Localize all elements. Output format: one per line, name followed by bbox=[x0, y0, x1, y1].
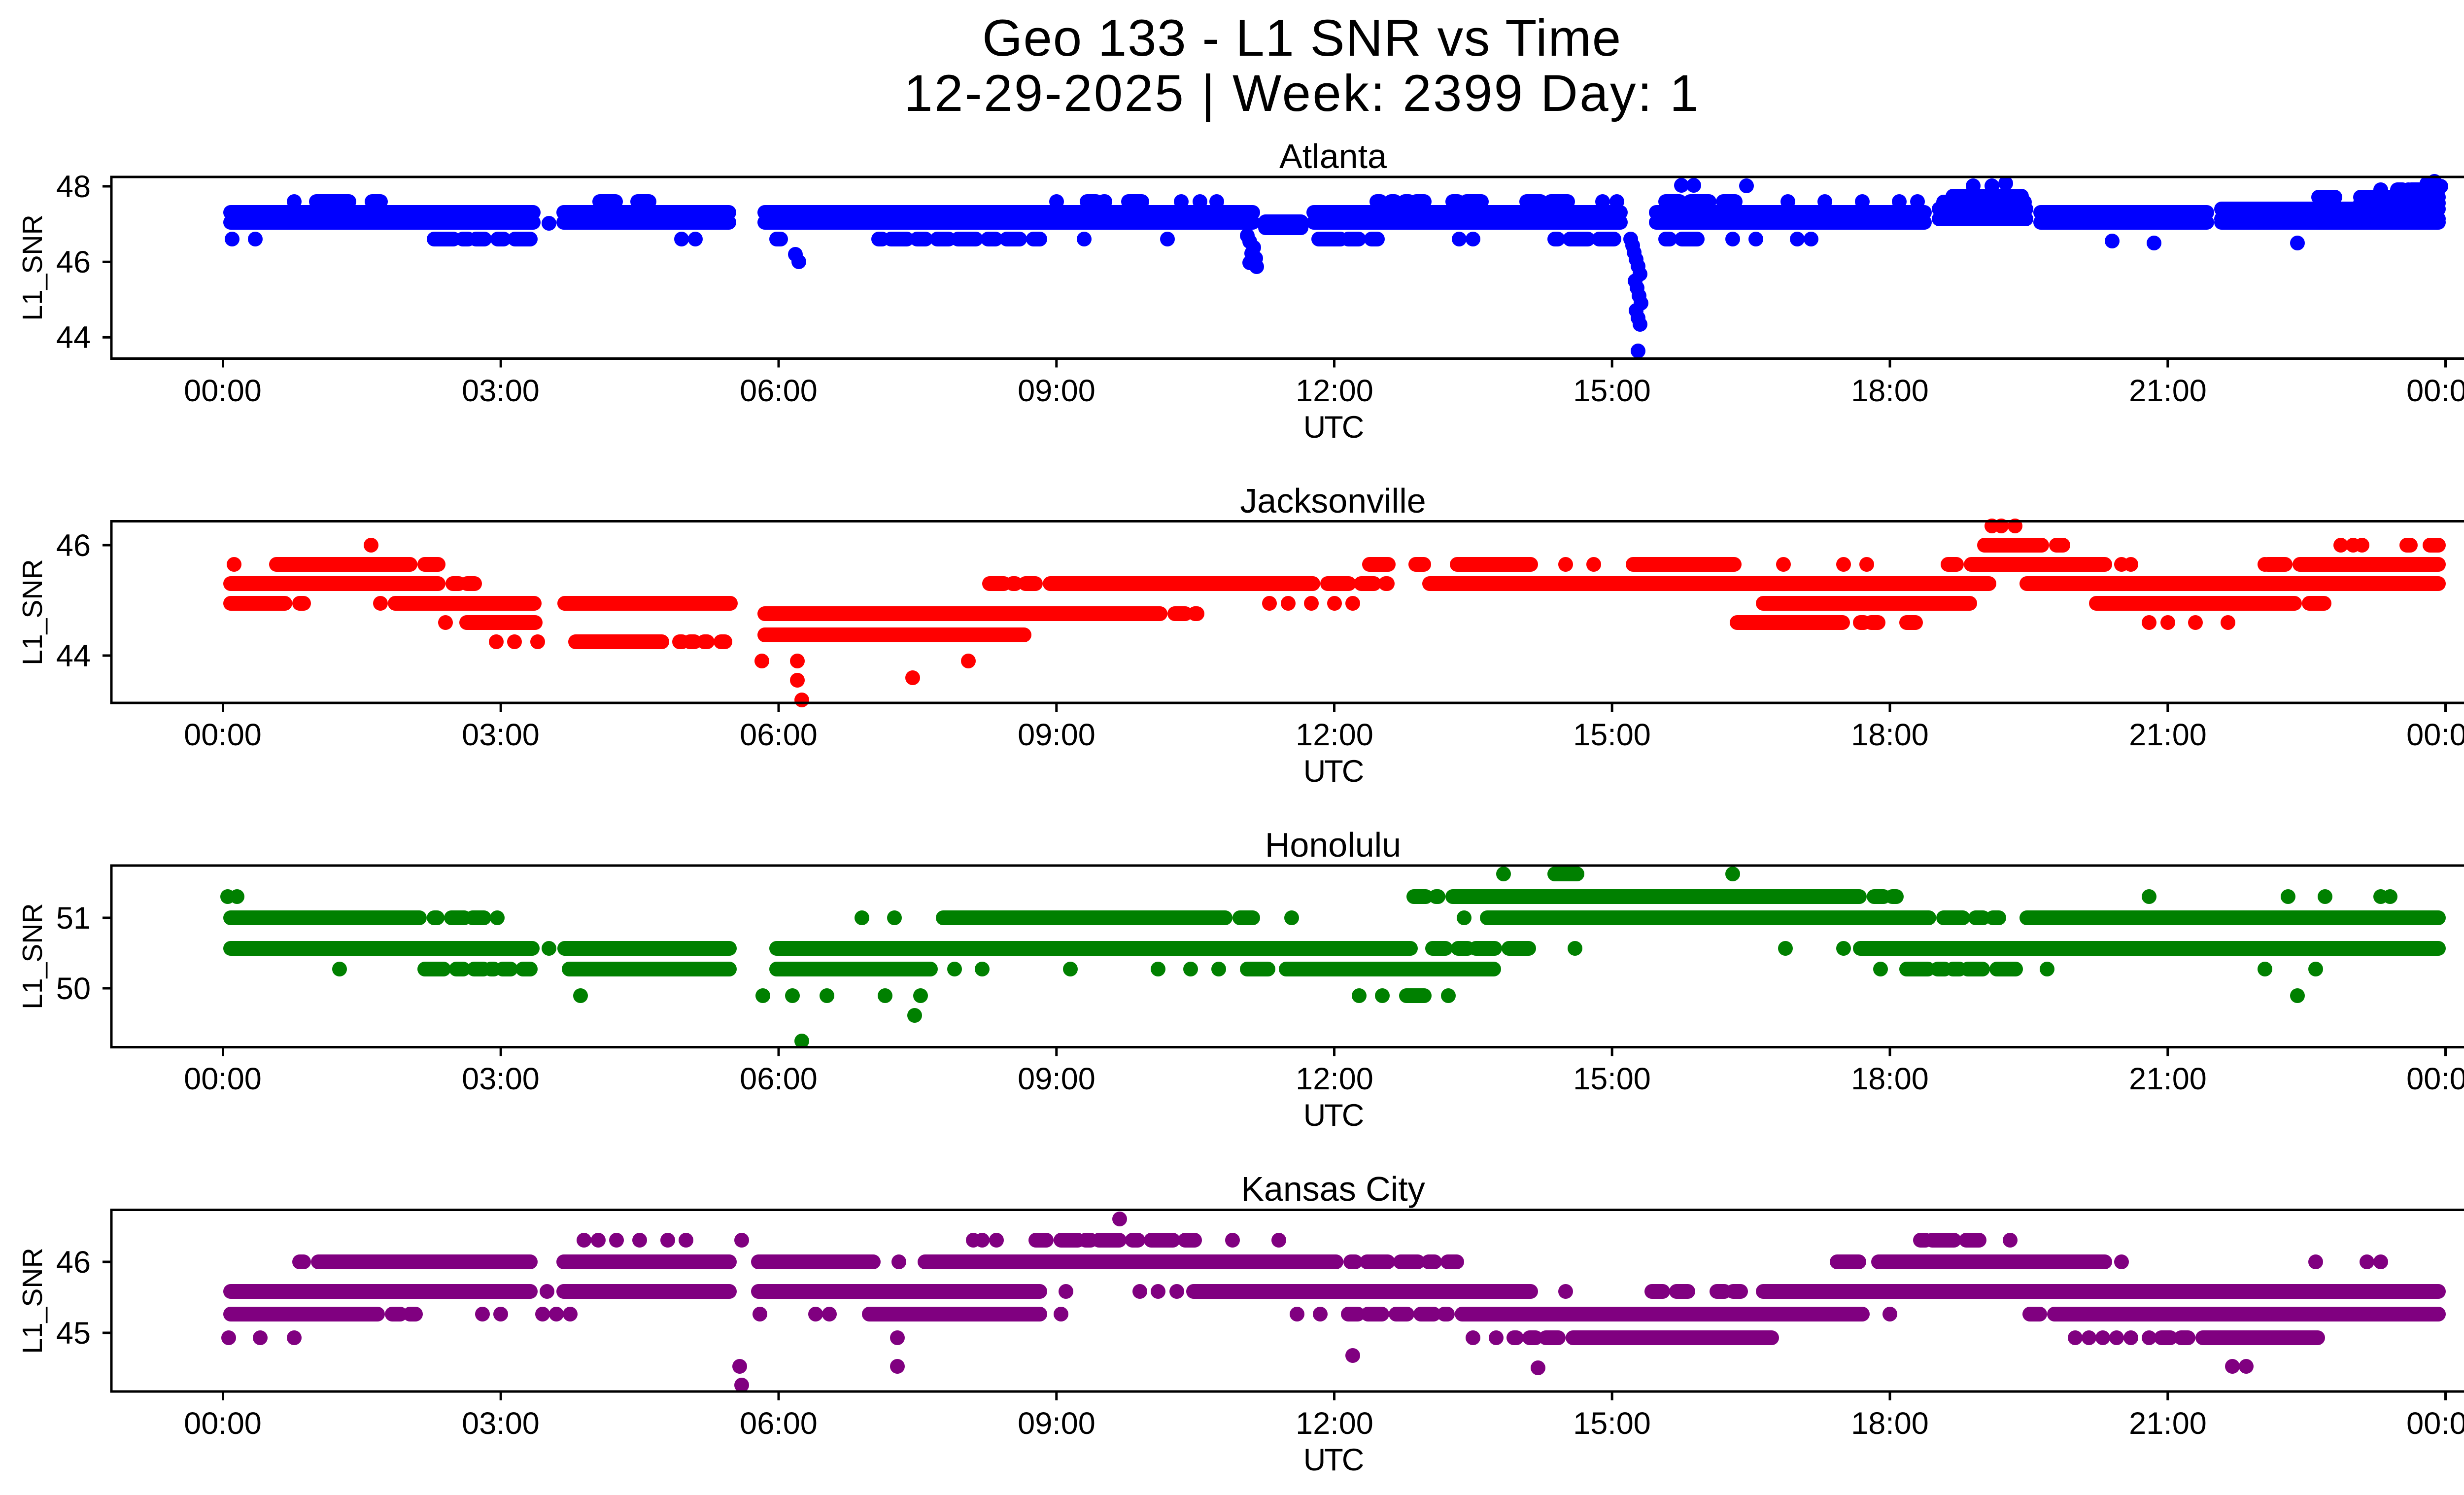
svg-text:09:00: 09:00 bbox=[1018, 718, 1095, 752]
svg-text:45: 45 bbox=[56, 1316, 91, 1351]
svg-text:UTC: UTC bbox=[1303, 410, 1364, 445]
svg-text:44: 44 bbox=[56, 639, 91, 673]
svg-text:51: 51 bbox=[56, 901, 91, 936]
svg-text:12:00: 12:00 bbox=[1296, 718, 1373, 752]
svg-text:Atlanta: Atlanta bbox=[1279, 137, 1387, 175]
svg-text:00:00: 00:00 bbox=[2406, 374, 2464, 408]
svg-text:21:00: 21:00 bbox=[2129, 374, 2207, 408]
svg-text:00:00: 00:00 bbox=[184, 718, 262, 752]
svg-text:03:00: 03:00 bbox=[462, 1062, 540, 1096]
svg-text:06:00: 06:00 bbox=[740, 1406, 818, 1441]
svg-text:12-29-2025 | Week: 2399 Day: 1: 12-29-2025 | Week: 2399 Day: 1 bbox=[904, 65, 1700, 122]
svg-text:Honolulu: Honolulu bbox=[1265, 826, 1401, 864]
svg-text:09:00: 09:00 bbox=[1018, 374, 1095, 408]
svg-text:UTC: UTC bbox=[1303, 1098, 1364, 1133]
svg-text:L1_SNR: L1_SNR bbox=[17, 214, 48, 320]
svg-text:UTC: UTC bbox=[1303, 754, 1364, 789]
svg-text:18:00: 18:00 bbox=[1851, 374, 1929, 408]
svg-text:48: 48 bbox=[56, 170, 91, 204]
svg-text:00:00: 00:00 bbox=[2406, 718, 2464, 752]
svg-text:18:00: 18:00 bbox=[1851, 1406, 1929, 1441]
svg-text:46: 46 bbox=[56, 528, 91, 563]
svg-text:09:00: 09:00 bbox=[1018, 1062, 1095, 1096]
svg-text:Geo 133 - L1 SNR vs Time: Geo 133 - L1 SNR vs Time bbox=[982, 9, 1622, 67]
svg-text:L1_SNR: L1_SNR bbox=[17, 1248, 48, 1354]
svg-text:09:00: 09:00 bbox=[1018, 1406, 1095, 1441]
svg-text:50: 50 bbox=[56, 972, 91, 1006]
svg-text:21:00: 21:00 bbox=[2129, 718, 2207, 752]
svg-text:15:00: 15:00 bbox=[1573, 1062, 1651, 1096]
svg-text:18:00: 18:00 bbox=[1851, 1062, 1929, 1096]
svg-text:Jacksonville: Jacksonville bbox=[1240, 482, 1426, 520]
svg-text:00:00: 00:00 bbox=[184, 1062, 262, 1096]
svg-text:00:00: 00:00 bbox=[2406, 1062, 2464, 1096]
svg-text:06:00: 06:00 bbox=[740, 374, 818, 408]
svg-text:12:00: 12:00 bbox=[1296, 1062, 1373, 1096]
svg-text:03:00: 03:00 bbox=[462, 718, 540, 752]
svg-text:03:00: 03:00 bbox=[462, 1406, 540, 1441]
svg-text:46: 46 bbox=[56, 1245, 91, 1280]
svg-text:03:00: 03:00 bbox=[462, 374, 540, 408]
svg-text:L1_SNR: L1_SNR bbox=[17, 903, 48, 1009]
svg-text:00:00: 00:00 bbox=[184, 374, 262, 408]
svg-text:21:00: 21:00 bbox=[2129, 1406, 2207, 1441]
svg-text:00:00: 00:00 bbox=[184, 1406, 262, 1441]
svg-text:46: 46 bbox=[56, 245, 91, 279]
svg-text:18:00: 18:00 bbox=[1851, 718, 1929, 752]
svg-text:15:00: 15:00 bbox=[1573, 374, 1651, 408]
svg-text:Kansas City: Kansas City bbox=[1241, 1170, 1425, 1208]
svg-text:12:00: 12:00 bbox=[1296, 1406, 1373, 1441]
svg-text:06:00: 06:00 bbox=[740, 718, 818, 752]
svg-text:15:00: 15:00 bbox=[1573, 1406, 1651, 1441]
svg-text:12:00: 12:00 bbox=[1296, 374, 1373, 408]
svg-text:21:00: 21:00 bbox=[2129, 1062, 2207, 1096]
svg-text:44: 44 bbox=[56, 320, 91, 355]
svg-text:UTC: UTC bbox=[1303, 1443, 1364, 1477]
svg-text:00:00: 00:00 bbox=[2406, 1406, 2464, 1441]
svg-text:15:00: 15:00 bbox=[1573, 718, 1651, 752]
svg-text:06:00: 06:00 bbox=[740, 1062, 818, 1096]
svg-text:L1_SNR: L1_SNR bbox=[17, 559, 48, 665]
